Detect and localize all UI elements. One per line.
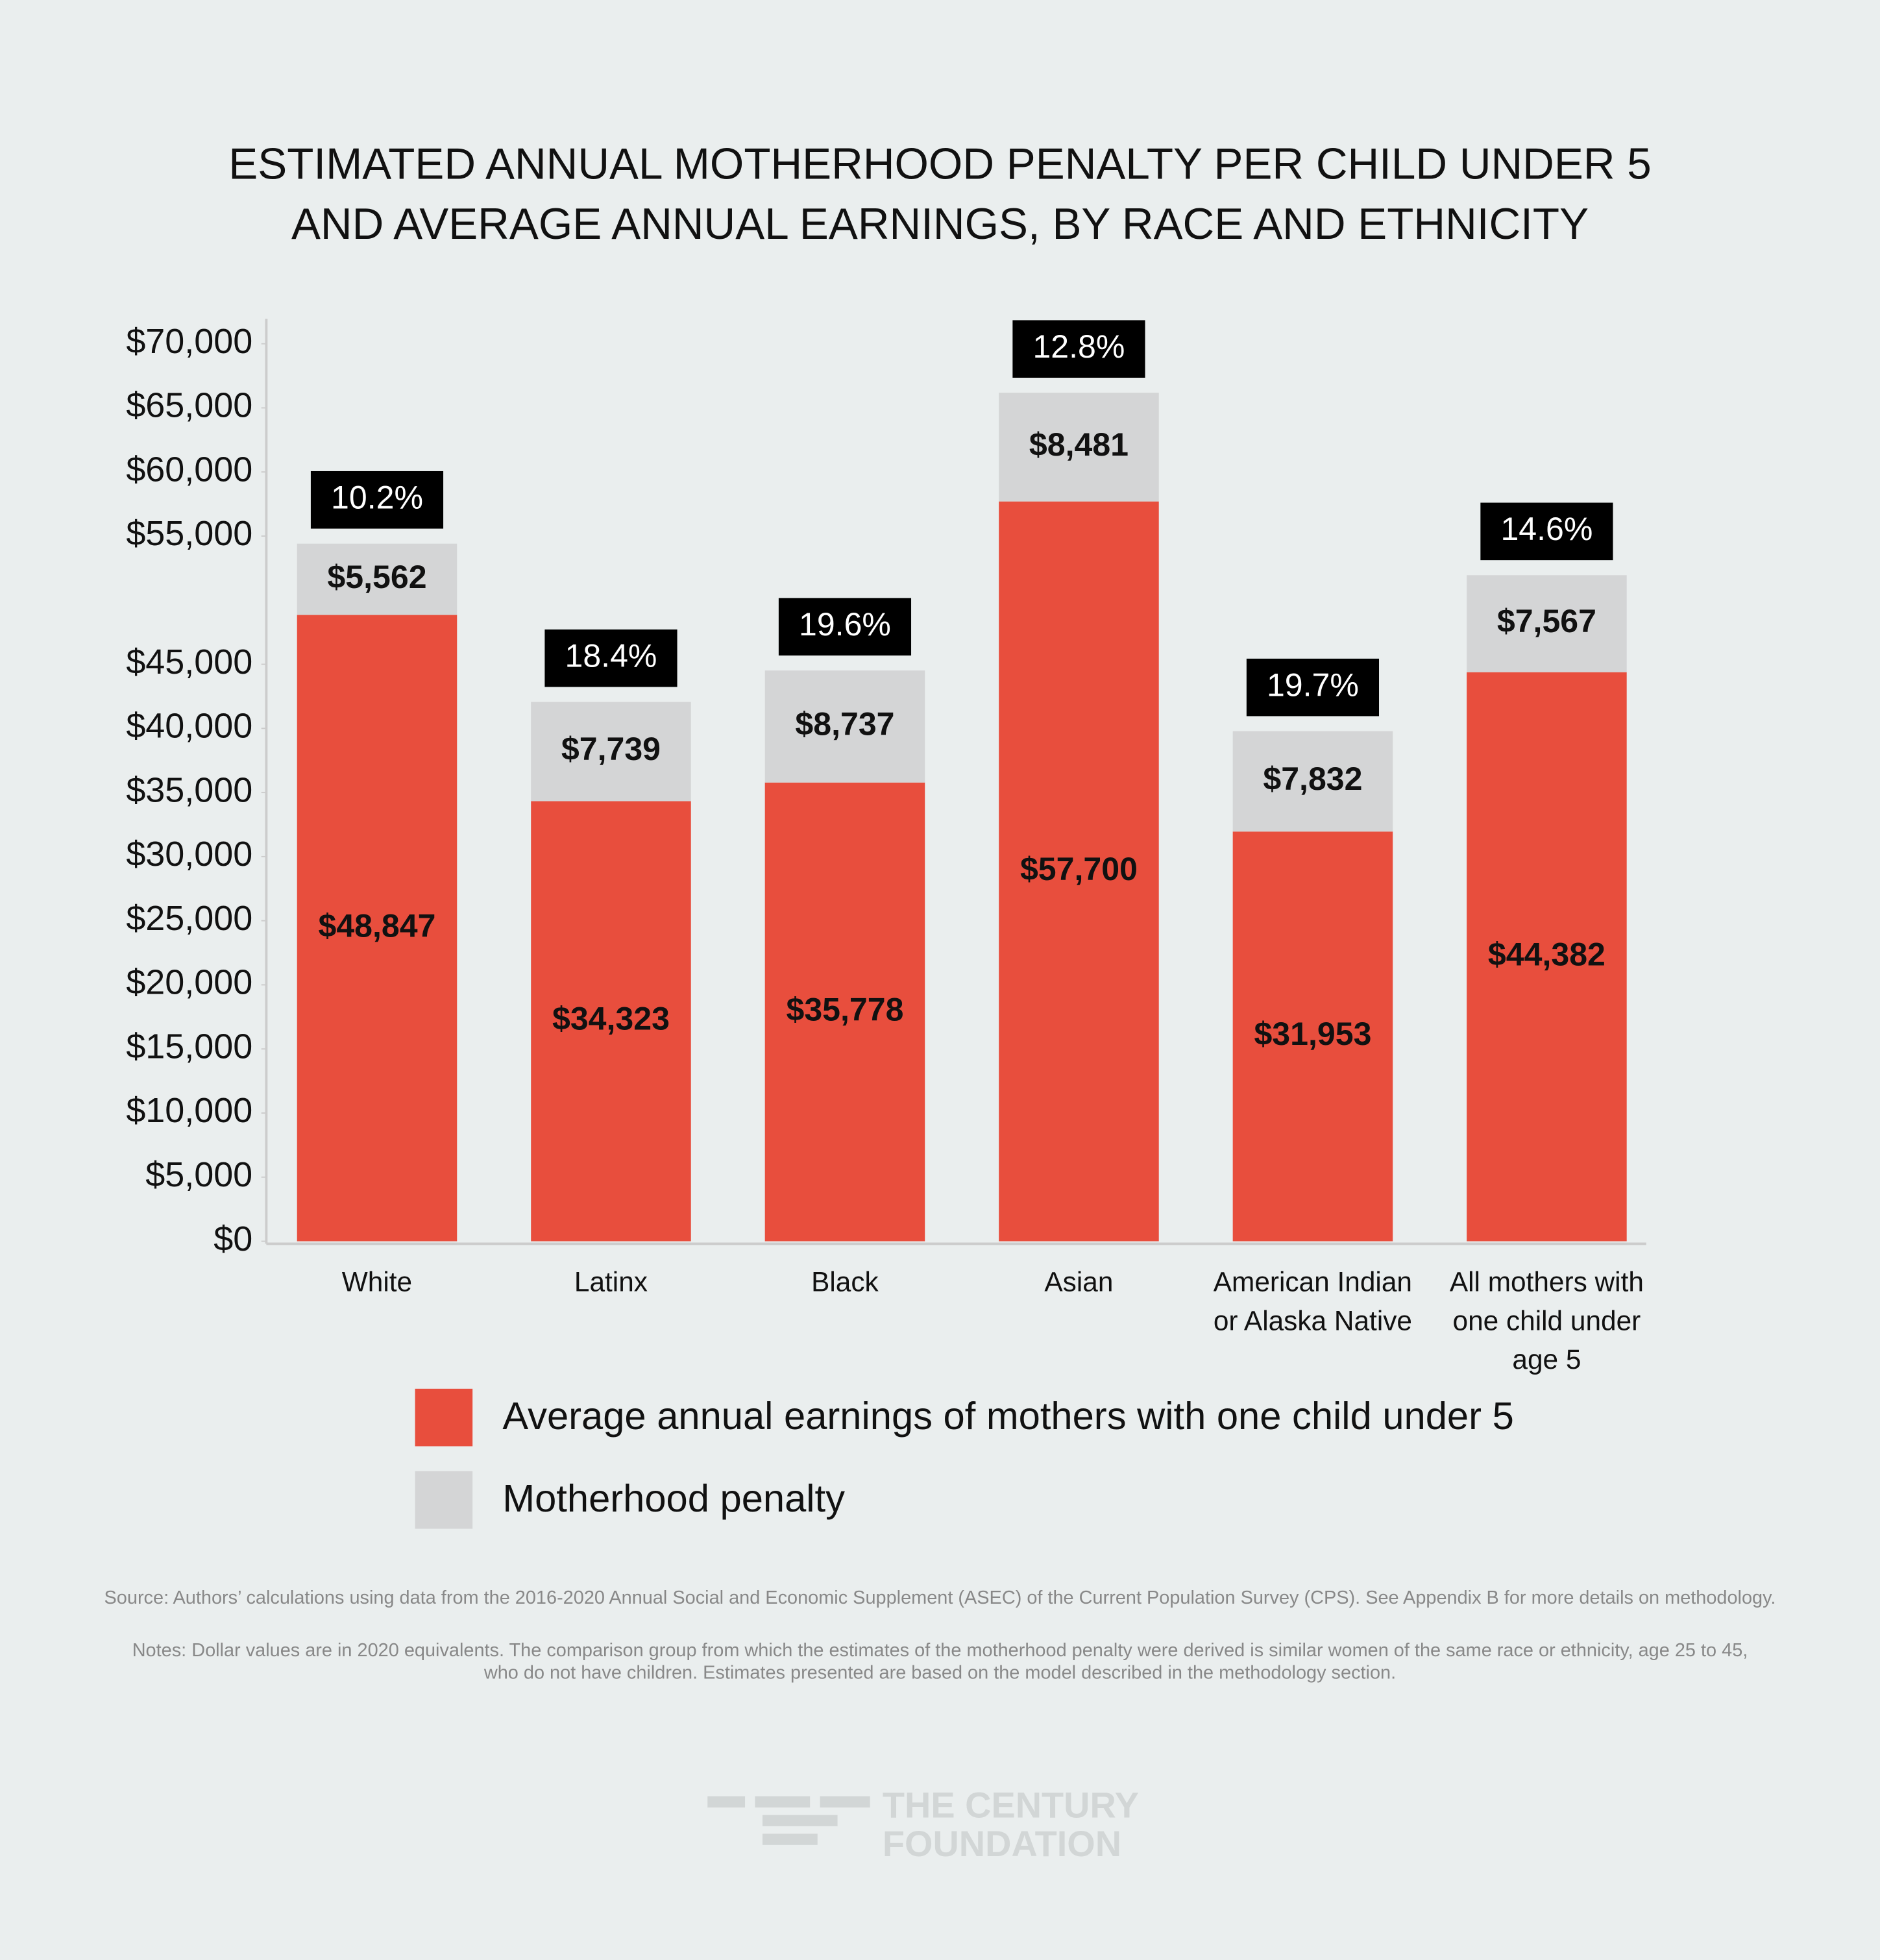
x-tick-label: All mothers with one child under age 5 <box>1449 1266 1644 1375</box>
x-tick-label: Black <box>811 1266 879 1298</box>
logo-stripe <box>763 1833 818 1845</box>
logo-stripe <box>820 1796 870 1808</box>
y-tick-label: $55,000 <box>126 514 252 553</box>
annotation: 19.7% <box>1267 667 1359 703</box>
annotation: 14.6% <box>1500 511 1593 547</box>
bar-segment <box>1467 575 1627 672</box>
bar-segment <box>297 543 458 615</box>
bar-segment <box>764 670 925 783</box>
y-tick-label: $70,000 <box>126 322 252 361</box>
source-box: Source: Authors’ calculations using data… <box>104 1587 1776 1609</box>
annotation-box <box>1246 658 1380 717</box>
data-label: $48,847 <box>319 907 436 944</box>
data-label: $7,739 <box>561 731 661 767</box>
y-tick-label: $0 <box>214 1219 252 1258</box>
bar-segment <box>1232 831 1393 1242</box>
y-tick-label: $40,000 <box>126 707 252 746</box>
data-label: $31,953 <box>1254 1016 1371 1052</box>
legend-swatch <box>415 1471 473 1529</box>
data-label: $5,562 <box>327 559 426 595</box>
y-tick-label: $25,000 <box>126 899 252 938</box>
annotation: 12.8% <box>1032 328 1125 365</box>
legend-swatch <box>415 1388 473 1447</box>
bar-segment <box>531 702 691 802</box>
data-label: $34,323 <box>552 1001 670 1037</box>
title-box: ESTIMATED ANNUAL MOTHERHOOD PENALTY PER … <box>228 140 1652 249</box>
logo-stripe <box>707 1796 746 1808</box>
bar-segment <box>999 393 1159 502</box>
x-tick-label-box: White <box>341 1266 413 1298</box>
logo-stripe <box>755 1796 811 1808</box>
data-label: $57,700 <box>1020 851 1138 887</box>
notes-box: Notes: Dollar values are in 2020 equival… <box>132 1639 1748 1684</box>
logo-text: THE CENTURY FOUNDATION <box>882 1787 1140 1865</box>
data-label: $44,382 <box>1488 936 1605 972</box>
annotation-box <box>778 598 912 656</box>
annotation-box <box>1012 320 1145 378</box>
source-note: Source: Authors’ calculations using data… <box>104 1587 1776 1609</box>
x-tick-label-box: Black <box>811 1266 879 1298</box>
annotation-box <box>310 471 444 529</box>
bar-segment <box>1232 731 1393 832</box>
notes: Notes: Dollar values are in 2020 equival… <box>132 1639 1748 1684</box>
data-label: $8,737 <box>795 706 894 742</box>
x-tick-label: Asian <box>1044 1266 1114 1298</box>
bar-segment <box>999 501 1159 1242</box>
annotation: 10.2% <box>331 479 423 515</box>
y-tick-label: $30,000 <box>126 835 252 874</box>
annotation-box <box>544 629 678 687</box>
chart-title: ESTIMATED ANNUAL MOTHERHOOD PENALTY PER … <box>228 140 1652 249</box>
y-tick-label: $10,000 <box>126 1091 252 1130</box>
annotation-box <box>1480 502 1613 561</box>
x-tick-label: Latinx <box>574 1266 648 1298</box>
data-label: $7,832 <box>1263 761 1362 797</box>
annotation: 19.6% <box>799 606 891 643</box>
y-tick-label: $5,000 <box>145 1155 252 1194</box>
x-tick-label: American Indian or Alaska Native <box>1213 1266 1412 1336</box>
x-tick-label-box: American Indian or Alaska Native <box>1213 1266 1412 1336</box>
legend-label: Motherhood penalty <box>502 1476 845 1520</box>
annotation: 18.4% <box>565 637 657 674</box>
x-tick-label-box: All mothers with one child under age 5 <box>1449 1266 1644 1375</box>
bar-segment <box>764 782 925 1242</box>
bar-segment <box>1467 672 1627 1242</box>
y-tick-label: $65,000 <box>126 386 252 425</box>
bar-segment <box>531 801 691 1242</box>
logo-mark <box>707 1796 870 1845</box>
x-tick-label-box: Latinx <box>574 1266 648 1298</box>
y-tick-label: $20,000 <box>126 963 252 1002</box>
x-tick-label: White <box>341 1266 413 1298</box>
legend-label: Average annual earnings of mothers with … <box>502 1394 1513 1438</box>
logo-stripe <box>763 1815 838 1826</box>
y-tick-label: $35,000 <box>126 770 252 809</box>
x-tick-label-box: Asian <box>1044 1266 1114 1298</box>
data-label: $7,567 <box>1497 603 1596 639</box>
bar-segment <box>297 615 458 1242</box>
y-tick-label: $60,000 <box>126 450 252 489</box>
data-label: $35,778 <box>786 991 903 1027</box>
data-label: $8,481 <box>1029 426 1129 463</box>
logo-box: THE CENTURY FOUNDATION <box>882 1787 1140 1865</box>
y-tick-label: $15,000 <box>126 1027 252 1066</box>
y-tick-label: $45,000 <box>126 643 252 681</box>
